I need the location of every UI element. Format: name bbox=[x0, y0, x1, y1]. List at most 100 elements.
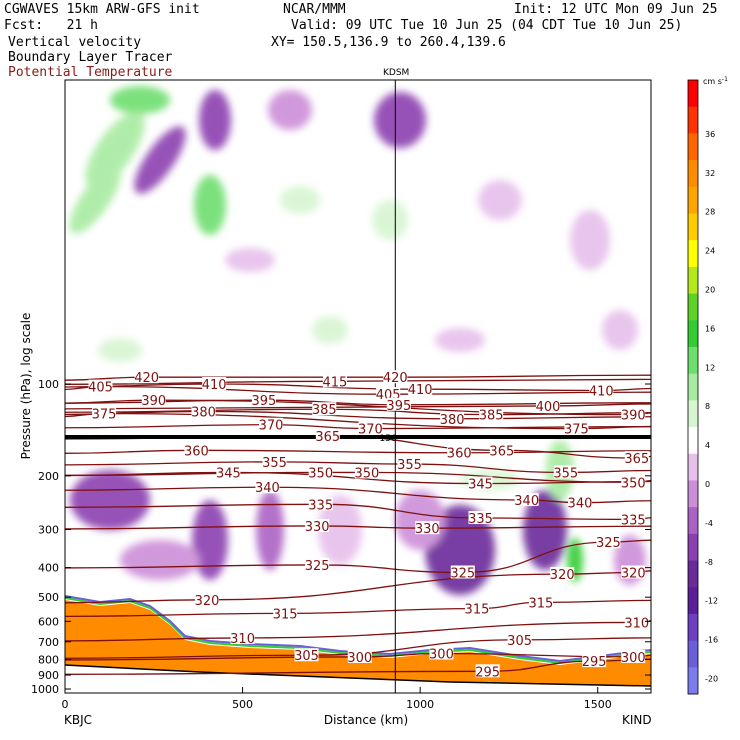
theta-label-bg bbox=[450, 565, 475, 579]
theta-label-bg bbox=[415, 521, 440, 535]
theta-label: 365 bbox=[315, 430, 340, 445]
theta-label-bg bbox=[92, 406, 117, 420]
theta-label: 325 bbox=[305, 559, 330, 574]
colorbar-swatch bbox=[688, 400, 698, 428]
theta-label: 370 bbox=[259, 419, 284, 434]
theta-label-bg bbox=[383, 370, 408, 384]
theta-label-bg bbox=[251, 393, 276, 407]
y-tick-label: 500 bbox=[38, 591, 59, 604]
colorbar-label: 4 bbox=[705, 441, 710, 450]
theta-label-bg bbox=[315, 428, 340, 442]
colorbar-label: -4 bbox=[705, 519, 713, 528]
colorbar-label: 12 bbox=[705, 363, 715, 372]
y-tick-label: 300 bbox=[38, 524, 59, 537]
theta-label-bg bbox=[567, 495, 592, 509]
y-tick-label: 900 bbox=[38, 669, 59, 682]
field-boundary-layer: Boundary Layer Tracer bbox=[8, 50, 173, 65]
theta-label-bg bbox=[347, 649, 372, 663]
theta-label-bg bbox=[468, 476, 493, 490]
theta-label-bg bbox=[596, 535, 621, 549]
theta-contour bbox=[65, 449, 651, 454]
field-potential-temperature: Potential Temperature bbox=[8, 65, 173, 80]
theta-label-bg bbox=[397, 457, 422, 471]
theta-contour bbox=[65, 637, 651, 659]
theta-label: 295 bbox=[582, 655, 607, 670]
theta-label: 410 bbox=[589, 384, 614, 399]
theta-label-bg bbox=[88, 379, 113, 393]
theta-label: 340 bbox=[568, 497, 593, 512]
colorbar-swatch bbox=[688, 667, 698, 695]
theta-label: 325 bbox=[450, 567, 475, 582]
theta-label-bg bbox=[479, 407, 504, 421]
theta-label: 420 bbox=[134, 371, 159, 386]
theta-label: 335 bbox=[308, 498, 333, 513]
theta-label: 350 bbox=[354, 466, 379, 481]
boundary-layer-tracer bbox=[65, 600, 651, 693]
theta-label: 350 bbox=[621, 476, 646, 491]
theta-contour bbox=[65, 461, 651, 474]
vertical-velocity-shading bbox=[69, 86, 646, 595]
theta-label: 315 bbox=[465, 603, 490, 618]
theta-label-bg bbox=[429, 646, 454, 660]
y-tick-label: 400 bbox=[38, 562, 59, 575]
colorbar-swatch bbox=[688, 133, 698, 161]
theta-label: 310 bbox=[624, 616, 649, 631]
theta-label-bg bbox=[376, 387, 401, 401]
theta-label-bg bbox=[262, 454, 287, 468]
colorbar-swatch bbox=[688, 320, 698, 348]
theta-label-bg bbox=[624, 451, 649, 465]
theta-label: 365 bbox=[624, 452, 649, 467]
colorbar-swatch bbox=[688, 427, 698, 455]
colorbar-swatch bbox=[688, 293, 698, 321]
theta-contour bbox=[65, 424, 651, 430]
x-axis: 0 500 1000 1500 bbox=[62, 687, 612, 711]
theta-label: 310 bbox=[230, 632, 255, 647]
colorbar-label: 0 bbox=[705, 480, 710, 489]
theta-label: 315 bbox=[273, 607, 298, 622]
theta-label: 400 bbox=[536, 400, 561, 415]
theta-label-bg bbox=[134, 370, 159, 384]
plot-frame bbox=[64, 79, 652, 694]
theta-label-bg bbox=[621, 407, 646, 421]
theta-label-bg bbox=[184, 443, 209, 457]
theta-label: 350 bbox=[308, 466, 333, 481]
org-label: NCAR/MMM bbox=[283, 2, 346, 17]
theta-label: 335 bbox=[468, 512, 493, 527]
y-tick-label: 700 bbox=[38, 636, 59, 649]
colorbar-swatch bbox=[688, 453, 698, 481]
theta-label: 390 bbox=[621, 409, 646, 424]
theta-label-bg bbox=[464, 601, 489, 615]
theta-label-bg bbox=[202, 377, 227, 390]
theta-label: 385 bbox=[479, 409, 504, 424]
x-tick-label: 1000 bbox=[406, 698, 434, 711]
theta-label-bg bbox=[216, 465, 241, 479]
theta-label: 315 bbox=[528, 596, 553, 611]
colorbar-swatch bbox=[688, 613, 698, 642]
theta-label-bg bbox=[621, 565, 646, 579]
theta-label-bg bbox=[447, 445, 472, 459]
theta-label: 380 bbox=[191, 405, 216, 420]
theta-label: 360 bbox=[184, 444, 209, 459]
y-axis-title: Pressure (hPa), log scale bbox=[19, 313, 33, 460]
model-title: CGWAVES 15km ARW-GFS init bbox=[4, 2, 200, 17]
colorbar-swatch bbox=[688, 213, 698, 241]
theta-label: 300 bbox=[429, 648, 454, 663]
x-tick-label: 500 bbox=[232, 698, 253, 711]
terrain-line bbox=[65, 664, 651, 687]
theta-contour bbox=[65, 525, 651, 530]
theta-label: 340 bbox=[255, 481, 280, 496]
theta-label: 420 bbox=[383, 371, 408, 386]
theta-label: 405 bbox=[88, 381, 113, 396]
colorbar-swatch bbox=[688, 587, 698, 615]
theta-label: 355 bbox=[553, 466, 578, 481]
colorbar-swatch bbox=[688, 106, 698, 134]
theta-label: 320 bbox=[195, 594, 220, 609]
colorbar-unit: cm s-1 bbox=[703, 76, 728, 86]
colorbar-label: -8 bbox=[705, 558, 713, 567]
theta-label-bg bbox=[589, 383, 614, 397]
theta-contour bbox=[65, 599, 651, 618]
theta-label-bg bbox=[514, 492, 539, 506]
theta-label-bg bbox=[550, 567, 575, 581]
theta-label: 340 bbox=[514, 494, 539, 509]
